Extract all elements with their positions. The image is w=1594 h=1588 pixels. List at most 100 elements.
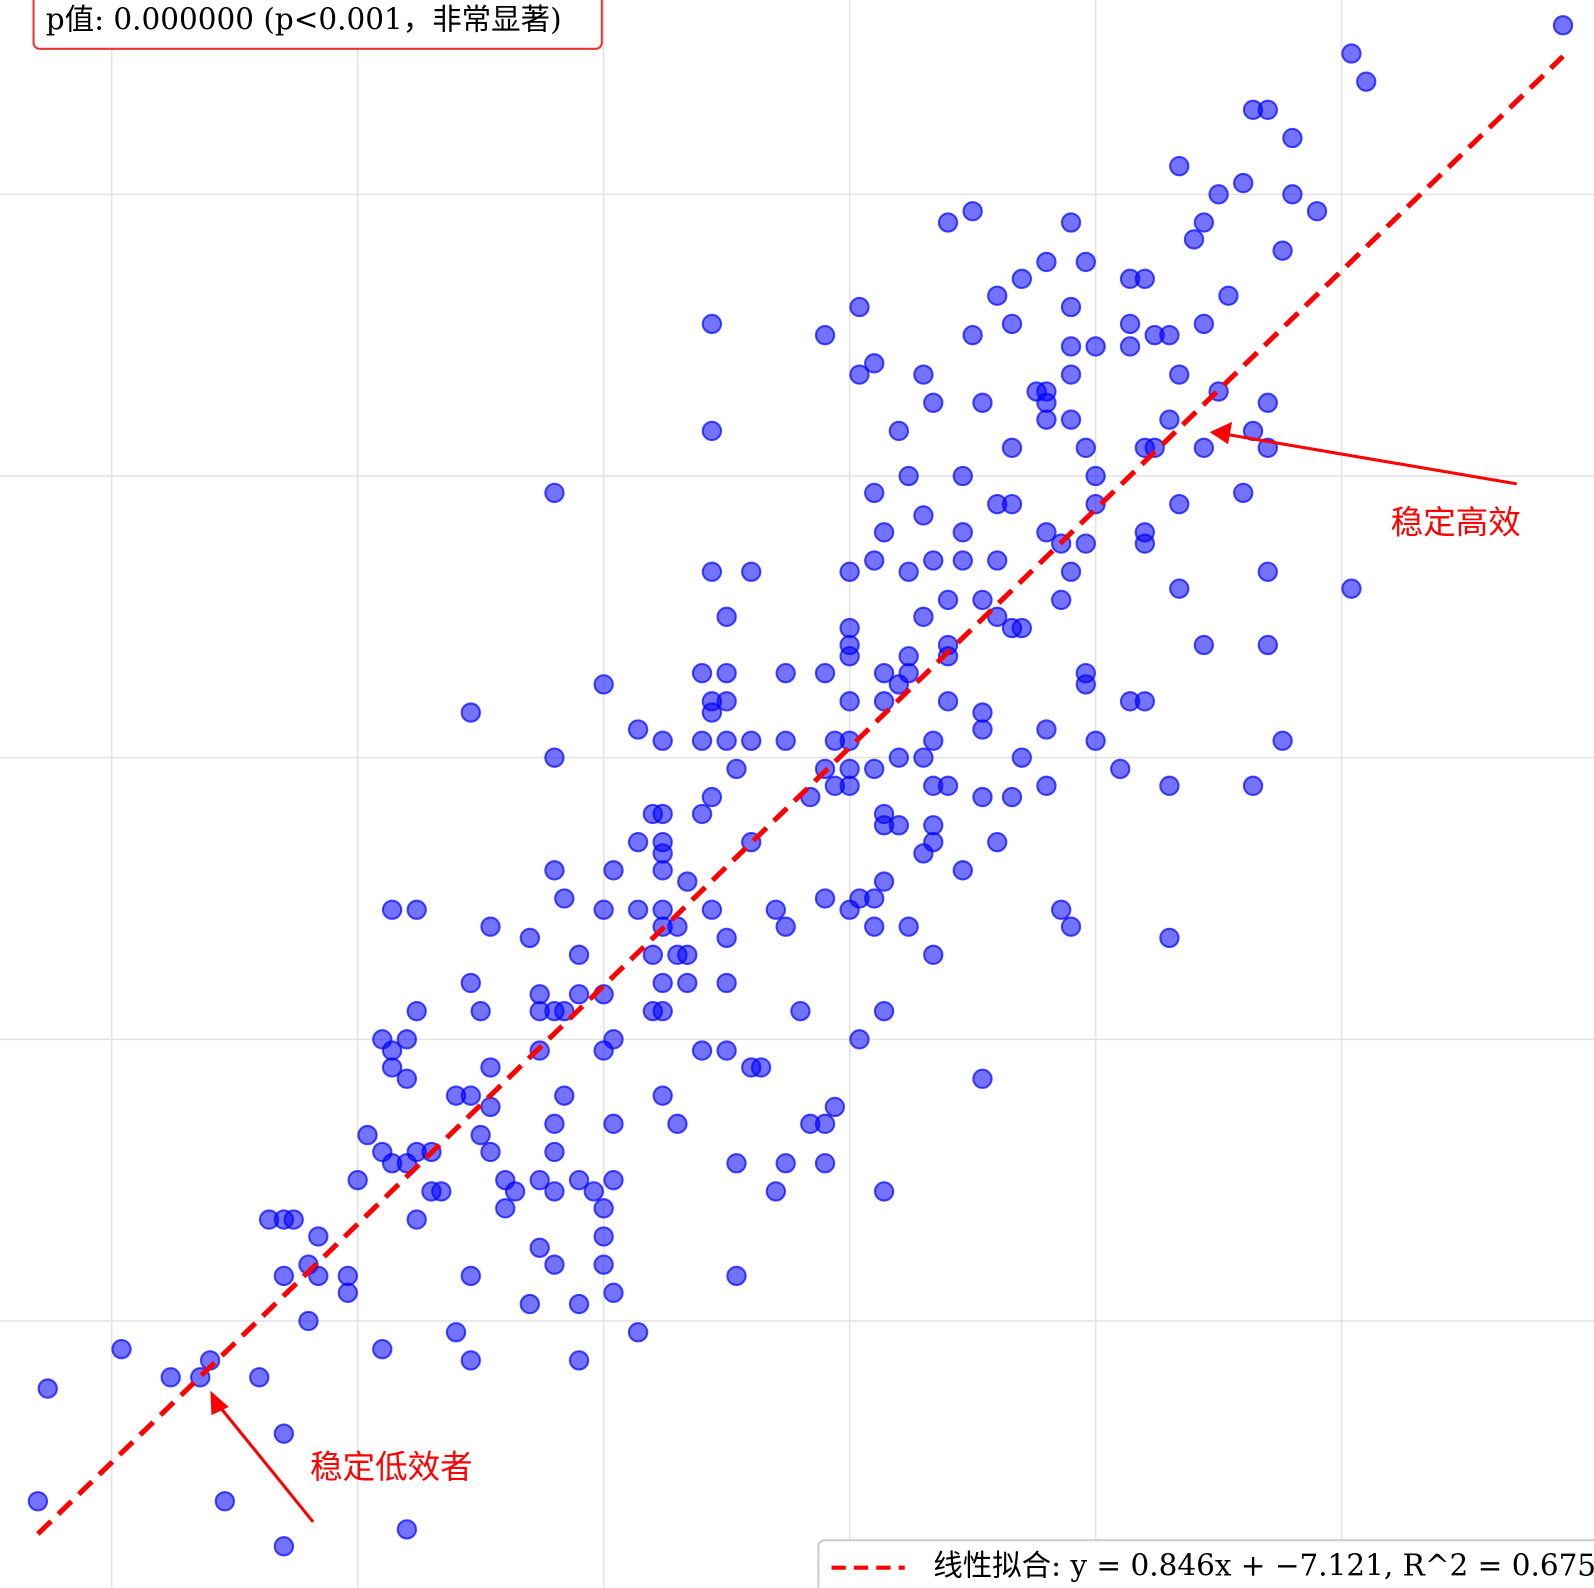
point [1051,589,1072,611]
point [952,522,973,543]
point [888,747,910,768]
point [460,1085,481,1106]
point [701,786,723,808]
point [1075,674,1096,695]
point [111,1338,132,1360]
point [898,465,919,487]
point [1159,927,1180,949]
point [460,702,481,723]
point [765,899,787,920]
point [1011,747,1032,768]
point [160,1367,181,1388]
point [544,1254,565,1275]
point [667,1113,688,1134]
point [308,1265,329,1287]
point [652,1085,673,1106]
point [337,1282,358,1303]
point [1193,313,1215,335]
point [726,758,747,780]
point [814,325,836,346]
point [627,719,649,740]
point [445,1322,467,1343]
point [839,561,860,582]
point [652,899,673,920]
point [1001,494,1023,515]
point [1085,730,1106,751]
point [839,758,860,780]
point [249,1367,270,1388]
point [701,702,723,723]
point [568,1350,590,1371]
point [1208,184,1229,205]
annotation-arrow [1224,432,1517,486]
point [716,691,737,712]
point [1001,313,1023,335]
point [381,1040,403,1061]
point [554,1000,575,1022]
point [1085,494,1106,515]
point [972,1068,993,1089]
point [677,871,698,892]
point [923,815,944,836]
point [603,1169,624,1191]
point [27,1491,49,1512]
point [529,984,550,1005]
point [1134,533,1155,554]
point [568,944,590,965]
annotation-text: 稳定低效者 [310,1448,473,1486]
point [568,984,590,1005]
point [593,1226,614,1247]
point [1257,634,1278,656]
point [583,1181,604,1202]
point [627,1322,649,1343]
point [396,1068,418,1089]
point [1306,201,1328,222]
point [952,860,973,881]
point [952,465,973,487]
point [544,1181,565,1202]
point [987,550,1008,571]
point [1272,730,1293,751]
point [470,1000,491,1022]
point [790,1000,811,1022]
point [1036,251,1057,273]
point [765,1181,787,1202]
point [873,1181,895,1202]
point [716,730,737,751]
point [839,775,860,796]
point [864,758,885,780]
point [1159,775,1180,796]
point [1075,251,1096,273]
point [677,944,698,965]
point [1085,336,1106,357]
point [1169,578,1190,599]
point [849,296,870,318]
point [1144,437,1165,459]
point [1001,786,1023,808]
point [406,1209,427,1230]
point [652,843,673,864]
point [480,1141,501,1163]
point [1060,364,1082,385]
annotation-text: 稳定高效 [1391,504,1521,542]
point [972,786,993,808]
point [37,1378,58,1399]
point [923,730,944,751]
point [750,1057,772,1078]
point [1001,437,1023,459]
point [839,691,860,712]
point [431,1181,452,1202]
point [814,1113,836,1134]
point [1193,634,1215,656]
point [1282,127,1303,149]
point [347,1169,368,1191]
point [273,1423,295,1444]
point [1036,409,1057,430]
point [1193,437,1215,459]
point [1060,296,1082,318]
point [273,1536,295,1557]
point [652,860,673,881]
point [972,392,993,413]
point [1036,719,1057,740]
